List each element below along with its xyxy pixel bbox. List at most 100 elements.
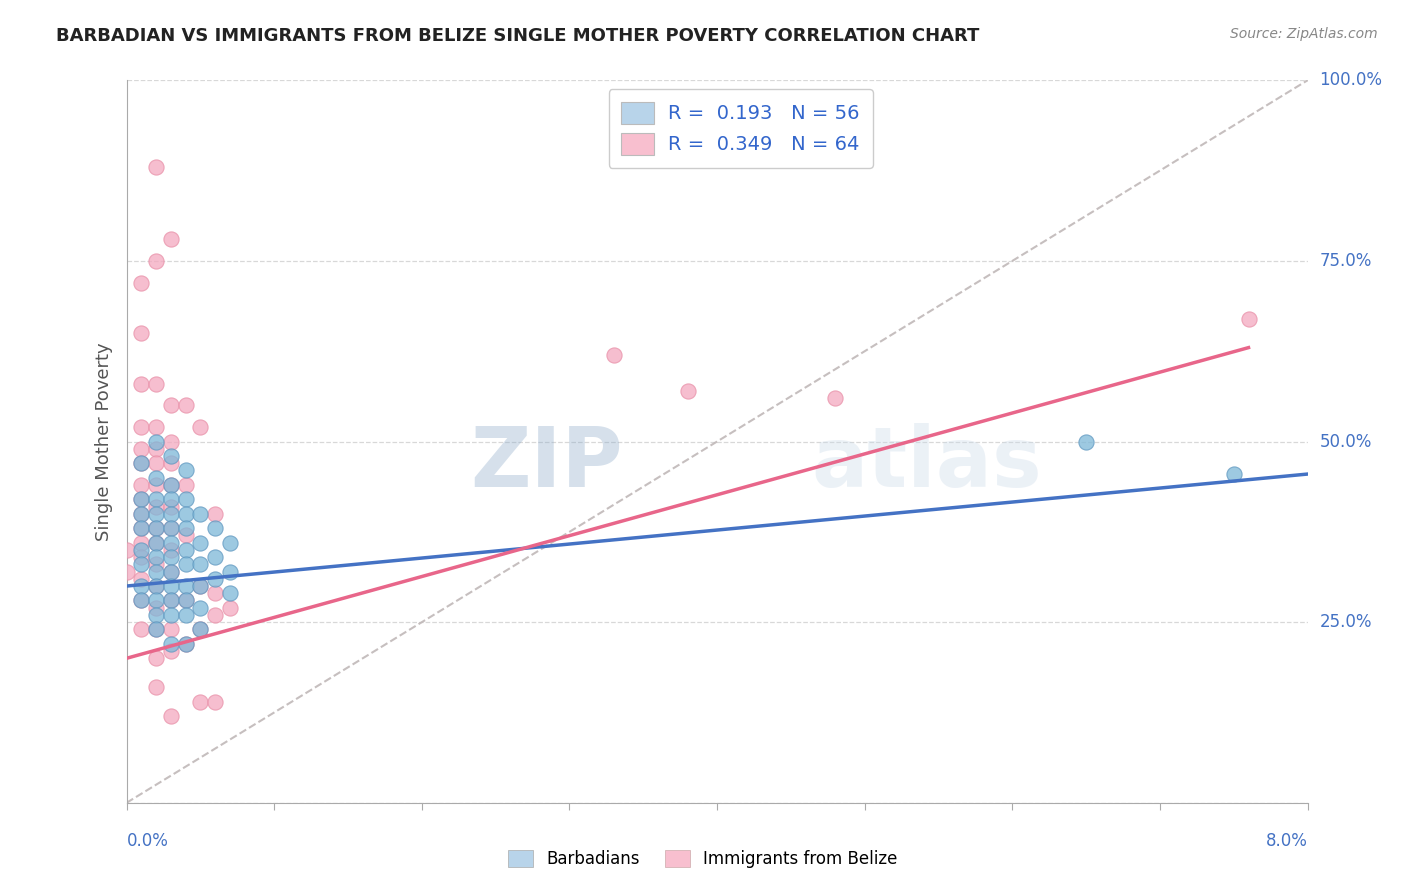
Point bbox=[174, 558, 197, 572]
Text: 25.0%: 25.0% bbox=[1319, 613, 1372, 632]
Point bbox=[145, 420, 167, 434]
Point bbox=[174, 542, 197, 557]
Text: 0.0%: 0.0% bbox=[127, 831, 169, 850]
Point bbox=[160, 593, 183, 607]
Point bbox=[129, 276, 153, 290]
Point bbox=[129, 535, 153, 549]
Point bbox=[160, 607, 183, 622]
Point bbox=[188, 558, 211, 572]
Point bbox=[129, 593, 153, 607]
Point bbox=[160, 478, 183, 492]
Point bbox=[129, 492, 153, 507]
Point bbox=[160, 623, 183, 637]
Point bbox=[1076, 434, 1098, 449]
Point bbox=[174, 593, 197, 607]
Point bbox=[145, 160, 167, 174]
Point bbox=[129, 456, 153, 470]
Point bbox=[160, 434, 183, 449]
Legend: R =  0.193   N = 56, R =  0.349   N = 64: R = 0.193 N = 56, R = 0.349 N = 64 bbox=[609, 89, 873, 168]
Text: atlas: atlas bbox=[811, 423, 1042, 504]
Text: 100.0%: 100.0% bbox=[1319, 71, 1382, 89]
Point bbox=[676, 384, 699, 398]
Point bbox=[174, 478, 197, 492]
Point bbox=[174, 463, 197, 477]
Point bbox=[204, 607, 226, 622]
Point bbox=[160, 507, 183, 521]
Point bbox=[145, 550, 167, 565]
Point bbox=[219, 600, 242, 615]
Point bbox=[145, 651, 167, 665]
Point bbox=[174, 637, 197, 651]
Point bbox=[160, 521, 183, 535]
Point bbox=[188, 507, 211, 521]
Point bbox=[115, 542, 138, 557]
Text: BARBADIAN VS IMMIGRANTS FROM BELIZE SINGLE MOTHER POVERTY CORRELATION CHART: BARBADIAN VS IMMIGRANTS FROM BELIZE SING… bbox=[56, 27, 980, 45]
Point bbox=[129, 492, 153, 507]
Point bbox=[160, 449, 183, 463]
Text: Source: ZipAtlas.com: Source: ZipAtlas.com bbox=[1230, 27, 1378, 41]
Point bbox=[160, 709, 183, 723]
Point bbox=[174, 579, 197, 593]
Point bbox=[145, 521, 167, 535]
Y-axis label: Single Mother Poverty: Single Mother Poverty bbox=[94, 343, 112, 541]
Point bbox=[145, 600, 167, 615]
Point bbox=[145, 478, 167, 492]
Point bbox=[145, 623, 167, 637]
Point bbox=[603, 348, 626, 362]
Point bbox=[160, 456, 183, 470]
Point bbox=[1222, 467, 1246, 481]
Point bbox=[204, 507, 226, 521]
Point bbox=[145, 492, 167, 507]
Point bbox=[188, 623, 211, 637]
Point bbox=[160, 637, 183, 651]
Point bbox=[204, 695, 226, 709]
Point bbox=[204, 572, 226, 586]
Point bbox=[160, 579, 183, 593]
Point bbox=[115, 565, 138, 579]
Point bbox=[129, 442, 153, 456]
Point bbox=[174, 528, 197, 542]
Point bbox=[188, 420, 211, 434]
Point bbox=[174, 521, 197, 535]
Point bbox=[174, 607, 197, 622]
Point bbox=[145, 442, 167, 456]
Point bbox=[129, 550, 153, 565]
Point bbox=[1237, 311, 1260, 326]
Point bbox=[160, 521, 183, 535]
Point bbox=[188, 535, 211, 549]
Point bbox=[145, 434, 167, 449]
Point bbox=[145, 565, 167, 579]
Point bbox=[145, 376, 167, 391]
Point bbox=[145, 593, 167, 607]
Point bbox=[188, 579, 211, 593]
Point bbox=[188, 579, 211, 593]
Point bbox=[129, 507, 153, 521]
Point bbox=[160, 500, 183, 514]
Point bbox=[129, 572, 153, 586]
Point bbox=[129, 521, 153, 535]
Point bbox=[188, 600, 211, 615]
Point bbox=[145, 535, 167, 549]
Point bbox=[160, 492, 183, 507]
Text: 8.0%: 8.0% bbox=[1265, 831, 1308, 850]
Point bbox=[145, 623, 167, 637]
Point bbox=[219, 535, 242, 549]
Point bbox=[174, 492, 197, 507]
Point bbox=[129, 558, 153, 572]
Point bbox=[204, 586, 226, 600]
Point bbox=[160, 535, 183, 549]
Point bbox=[145, 521, 167, 535]
Point bbox=[160, 550, 183, 565]
Point bbox=[219, 586, 242, 600]
Point bbox=[160, 232, 183, 246]
Point bbox=[129, 623, 153, 637]
Point bbox=[129, 420, 153, 434]
Point bbox=[145, 535, 167, 549]
Point bbox=[174, 507, 197, 521]
Point bbox=[129, 326, 153, 341]
Point bbox=[145, 607, 167, 622]
Point bbox=[160, 565, 183, 579]
Point bbox=[174, 398, 197, 412]
Point bbox=[160, 398, 183, 412]
Point bbox=[160, 478, 183, 492]
